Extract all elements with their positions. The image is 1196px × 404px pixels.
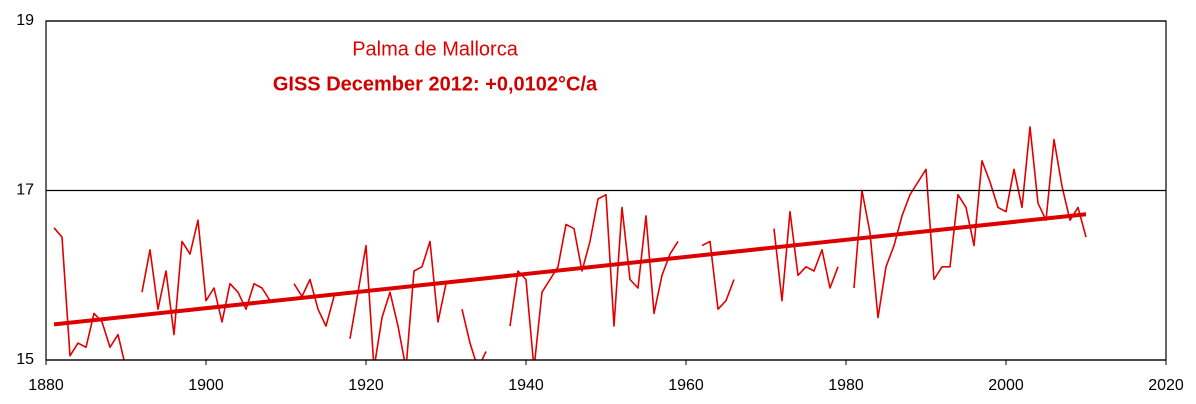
x-tick-label: 2020 (1148, 377, 1184, 394)
y-tick-label: 15 (16, 351, 34, 368)
trend-line (53, 212, 1087, 327)
x-tick-label: 1980 (828, 377, 864, 394)
x-tick-label: 1920 (348, 377, 384, 394)
y-tick-label: 19 (16, 12, 34, 29)
y-tick-label: 17 (16, 182, 34, 199)
x-tick-label: 1940 (508, 377, 544, 394)
x-tick-label: 2000 (988, 377, 1024, 394)
data-line (53, 126, 1087, 360)
chart-subtitle: GISS December 2012: +0,0102°C/a (273, 73, 598, 95)
chart-title: Palma de Mallorca (352, 38, 519, 60)
x-tick-label: 1900 (188, 377, 224, 394)
plot-area (53, 126, 1087, 360)
x-tick-label: 1960 (668, 377, 704, 394)
x-tick-label: 1880 (28, 377, 64, 394)
